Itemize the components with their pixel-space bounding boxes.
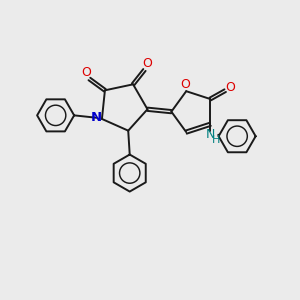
Text: H: H — [212, 135, 221, 145]
Text: O: O — [181, 78, 190, 91]
Text: O: O — [81, 66, 91, 79]
Text: N: N — [206, 128, 215, 141]
Text: O: O — [142, 57, 152, 70]
Text: N: N — [91, 111, 102, 124]
Text: O: O — [226, 81, 236, 94]
